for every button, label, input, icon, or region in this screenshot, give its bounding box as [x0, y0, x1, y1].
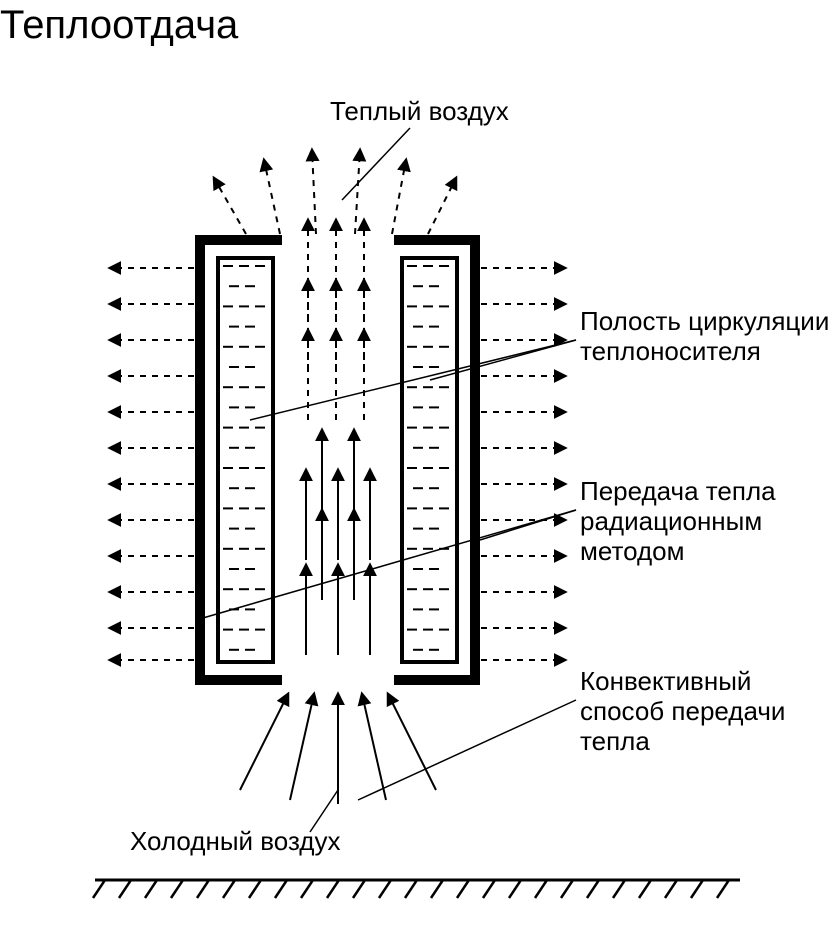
- ground-hatch: [275, 880, 287, 898]
- ground-hatch: [639, 880, 651, 898]
- ground-hatch: [613, 880, 625, 898]
- cavity-left: [218, 258, 273, 662]
- ground-hatch: [665, 880, 677, 898]
- radiator-bottom-opening: [282, 670, 394, 690]
- ground-hatch: [249, 880, 261, 898]
- warm-air-arrow: [264, 160, 280, 234]
- ground-hatch: [223, 880, 235, 898]
- warm-air-arrow: [355, 150, 360, 234]
- ground-hatch: [691, 880, 703, 898]
- label-cavity: Полость циркуляции: [580, 306, 829, 336]
- warm-air-arrow: [214, 178, 246, 234]
- ground-hatch: [171, 880, 183, 898]
- ground-hatch: [301, 880, 313, 898]
- label-warm-air: Теплый воздух: [330, 96, 509, 126]
- ground-hatch: [717, 880, 729, 898]
- ground-hatch: [457, 880, 469, 898]
- ground-hatch: [561, 880, 573, 898]
- label-convection: Конвективный: [580, 666, 751, 696]
- ground-hatch: [535, 880, 547, 898]
- cold-air-arrow: [240, 694, 288, 790]
- ground-hatch: [509, 880, 521, 898]
- ground-hatch: [379, 880, 391, 898]
- label-convection: тепла: [580, 726, 650, 756]
- ground-hatch: [405, 880, 417, 898]
- ground-hatch: [353, 880, 365, 898]
- cavity-right: [402, 258, 457, 662]
- label-cold-air: Холодный воздух: [130, 826, 340, 856]
- label-convection: способ передачи: [580, 696, 785, 726]
- cold-air-arrow: [362, 694, 386, 800]
- leader-convection: [358, 700, 576, 800]
- ground-hatch: [93, 880, 105, 898]
- label-radiation: радиационным: [580, 506, 762, 536]
- label-radiation: методом: [580, 536, 684, 566]
- ground-hatch: [431, 880, 443, 898]
- ground-hatch: [587, 880, 599, 898]
- page-title: Теплоотдача: [0, 3, 239, 47]
- ground-hatch: [197, 880, 209, 898]
- label-cavity: теплоносителя: [580, 336, 761, 366]
- ground-hatch: [483, 880, 495, 898]
- label-radiation: Передача тепла: [580, 476, 776, 506]
- cold-air-arrow: [290, 694, 314, 800]
- leader-warm-air: [342, 128, 410, 200]
- warm-air-arrow: [392, 160, 406, 234]
- ground-hatch: [119, 880, 131, 898]
- warm-air-arrow: [428, 178, 456, 234]
- ground-hatch: [145, 880, 157, 898]
- warm-air-arrow: [312, 150, 316, 234]
- ground-hatch: [327, 880, 339, 898]
- radiator-top-opening: [282, 230, 394, 250]
